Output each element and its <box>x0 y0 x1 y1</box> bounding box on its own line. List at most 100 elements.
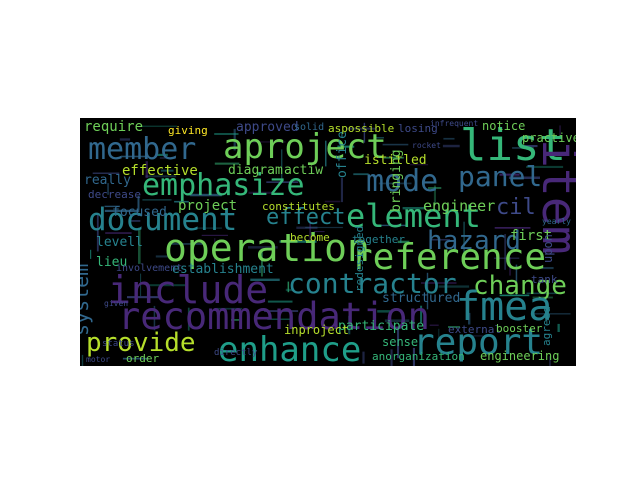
word-cloud-image: aproject member list item emphasize mode panel… <box>80 118 576 366</box>
tiny-word-mark <box>248 246 278 249</box>
cloud-word-establishment: establishment <box>172 262 274 277</box>
tiny-word-mark <box>337 145 355 148</box>
tiny-word-mark <box>325 140 327 167</box>
cloud-word-given: given <box>104 299 128 308</box>
tiny-word-mark <box>159 157 176 159</box>
tiny-word-mark <box>324 200 341 203</box>
cloud-word-together: together <box>352 233 405 246</box>
cloud-word-item: item <box>531 139 576 255</box>
tiny-word-mark <box>493 257 520 259</box>
tiny-word-mark <box>231 319 240 321</box>
tiny-word-mark <box>346 127 377 130</box>
cloud-word-panel: panel <box>458 160 542 193</box>
tiny-word-mark <box>532 296 553 299</box>
tiny-word-mark <box>390 349 393 366</box>
cloud-word-external: external <box>448 323 501 336</box>
tiny-word-mark <box>285 288 295 292</box>
tiny-word-mark <box>155 255 171 258</box>
tiny-word-mark <box>363 122 366 143</box>
tiny-word-mark <box>499 173 520 176</box>
tiny-word-mark <box>296 226 318 229</box>
cloud-word-engineer: engineer <box>423 197 495 215</box>
cloud-word-operation: operation <box>164 226 370 270</box>
tiny-word-mark <box>214 162 240 165</box>
cloud-word-istitled: istitled <box>364 153 427 168</box>
tiny-word-mark <box>375 137 384 139</box>
tiny-word-mark <box>448 326 460 328</box>
tiny-word-mark <box>421 282 457 284</box>
cloud-word-actiw: actiw <box>284 163 323 178</box>
cloud-word-effect: effect <box>266 205 345 230</box>
tiny-word-mark <box>214 133 239 135</box>
tiny-word-mark <box>353 173 369 176</box>
cloud-word-approved: approved <box>236 120 299 135</box>
tiny-word-mark <box>81 354 84 366</box>
tiny-word-mark <box>442 144 460 148</box>
tiny-word-mark <box>287 281 290 293</box>
cloud-word-engineering: engineering <box>480 349 559 363</box>
cloud-word-enhance: enhance <box>218 330 361 366</box>
tiny-word-mark <box>412 347 415 366</box>
cloud-word-losing: losing <box>398 122 438 135</box>
cloud-word-contractor: contractor <box>288 267 457 300</box>
tiny-word-mark <box>377 310 390 313</box>
tiny-word-mark <box>534 313 571 315</box>
tiny-word-mark <box>549 356 551 366</box>
tiny-word-mark <box>104 205 120 208</box>
cloud-word-notice: notice <box>482 119 525 133</box>
tiny-word-mark <box>153 305 156 331</box>
tiny-word-mark <box>250 278 280 281</box>
cloud-word-first: first <box>510 228 552 244</box>
cloud-word-infrequent: infrequent <box>430 119 478 128</box>
tiny-word-mark <box>279 240 317 243</box>
cloud-word-constitutes: constitutes <box>262 200 335 213</box>
tiny-word-mark <box>174 200 189 203</box>
cloud-word-solid: solid <box>294 122 324 133</box>
cloud-word-inproject: inproject <box>284 323 349 337</box>
tiny-word-mark <box>309 220 311 241</box>
tiny-word-mark <box>426 272 429 310</box>
tiny-word-mark <box>468 312 471 325</box>
tiny-word-mark <box>340 177 343 203</box>
tiny-word-mark <box>138 227 141 264</box>
cloud-word-provide: provide <box>86 328 196 358</box>
cloud-word-practive: practive <box>522 131 576 145</box>
cloud-word-system: system <box>80 264 93 336</box>
tiny-word-mark <box>382 143 409 146</box>
cloud-background <box>80 118 576 366</box>
tiny-word-mark <box>428 187 442 189</box>
tiny-word-mark <box>420 305 423 323</box>
tiny-words-noise <box>81 122 571 366</box>
tiny-word-mark <box>189 193 222 197</box>
tiny-word-mark <box>460 335 483 337</box>
tiny-word-mark <box>494 227 531 229</box>
tiny-word-mark <box>384 319 410 322</box>
tiny-word-mark <box>121 155 149 158</box>
cloud-word-effective: effective <box>122 163 198 179</box>
tiny-word-mark <box>96 214 99 252</box>
cloud-word-hazard: hazard <box>427 226 521 256</box>
tiny-word-mark <box>557 323 560 332</box>
tiny-word-mark <box>526 292 557 295</box>
tiny-word-mark <box>438 285 470 288</box>
cloud-word-list: list <box>460 120 566 171</box>
cloud-word-project: project <box>178 198 237 214</box>
tiny-word-mark <box>160 169 174 172</box>
tiny-word-mark <box>267 318 293 320</box>
tiny-word-mark <box>348 315 351 335</box>
cloud-word-recommendation: recommendation <box>118 295 430 338</box>
cloud-word-sense: sense <box>382 335 418 349</box>
tiny-word-mark <box>187 307 190 331</box>
tiny-word-mark <box>267 300 293 303</box>
tiny-word-mark <box>402 207 427 210</box>
tiny-word-mark <box>512 147 534 149</box>
cloud-word-element: element <box>346 197 481 235</box>
cloud-word-include: include <box>108 268 268 312</box>
tiny-word-mark <box>526 165 564 168</box>
cloud-word-motor: motor <box>86 355 110 364</box>
tiny-word-mark <box>397 240 410 244</box>
cloud-word-document: document <box>88 202 237 238</box>
tiny-word-mark <box>429 324 439 326</box>
